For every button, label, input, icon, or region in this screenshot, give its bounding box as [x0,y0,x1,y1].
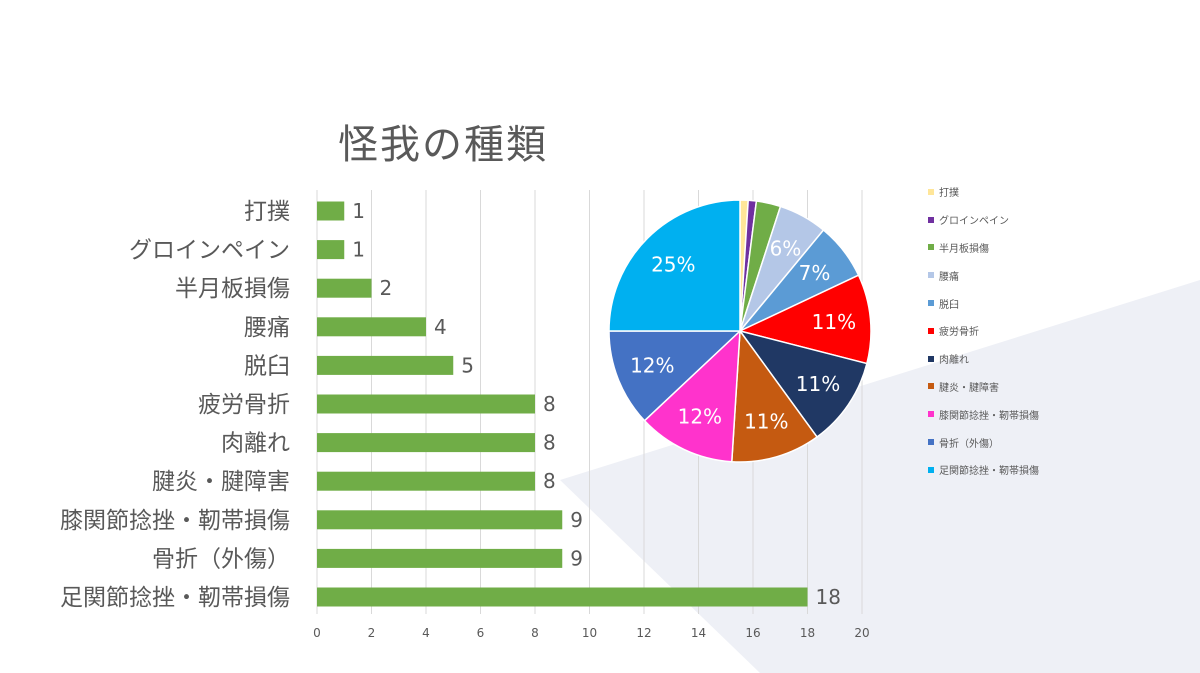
bar [317,355,454,375]
legend-item: 腱炎・腱障害 [928,373,1039,401]
pie-slice [608,330,742,422]
x-tick-label: 16 [745,626,760,640]
legend-label: 膝関節捻挫・靭帯損傷 [939,410,1039,422]
category-label: 骨折（外傷） [152,546,290,572]
category-label: 疲労骨折 [198,392,290,418]
x-tick-label: 6 [477,626,485,640]
background-triangle [560,280,1200,673]
legend-label: 打撲 [939,188,959,200]
category-label: 腱炎・腱障害 [152,469,290,495]
bar [317,317,426,337]
bar-value-label: 8 [543,469,556,493]
pie-percent-label: 12% [678,404,722,428]
legend-item: 足関節捻挫・靭帯損傷 [928,456,1039,484]
x-tick-label: 8 [531,626,539,640]
legend-label: 腰痛 [939,271,959,283]
legend-label: 骨折（外傷） [939,438,999,450]
category-label: 足関節捻挫・靭帯損傷 [60,585,290,611]
legend-item: 肉離れ [928,345,1039,373]
legend-swatch [928,439,934,446]
bar-value-label: 9 [570,508,583,532]
bar [317,548,563,568]
pie-slice [737,274,872,365]
bar [317,510,563,530]
pie-percent-label: 11% [744,410,788,434]
legend-swatch [928,355,934,362]
category-label: 打撲 [244,199,290,225]
bar-value-label: 1 [352,238,365,262]
bar-value-label: 4 [434,315,447,339]
legend-label: 半月板損傷 [939,243,989,255]
x-tick-label: 0 [313,626,321,640]
pie-slice [643,329,741,463]
pie-percent-label: 7% [799,261,831,285]
bar-value-label: 5 [461,353,474,377]
legend-swatch [928,216,934,223]
pie-slice [738,329,868,439]
pie-slice [608,199,741,332]
pie-percent-label: 12% [630,354,674,378]
legend-item: 半月板損傷 [928,234,1039,262]
pie-legend: 打撲グロインペイン 半月板損傷腰痛脱臼疲労骨折肉離れ腱炎・腱障害膝関節捻挫・靭帯損… [928,178,1039,484]
legend-item: グロインペイン [928,206,1039,234]
legend-swatch [928,383,934,390]
bar [317,240,345,260]
bar-value-label: 2 [380,276,393,300]
category-label: 腰痛 [244,315,290,341]
legend-swatch [928,244,934,251]
legend-label: 肉離れ [939,355,969,367]
legend-item: 脱臼 [928,289,1039,317]
bar [317,433,535,453]
pie-percent-label: 6% [770,236,802,260]
pie-percent-label: 25% [651,252,695,276]
legend-swatch [928,327,934,334]
legend-label: 脱臼 [939,299,959,311]
legend-label: 疲労骨折 [939,327,979,339]
legend-item: 腰痛 [928,261,1039,289]
category-label: グロインペイン [129,238,290,264]
x-tick-label: 12 [636,626,651,640]
pie-percent-label: 11% [812,310,856,334]
legend-label: グロインペイン [939,216,1009,228]
x-tick-label: 20 [854,626,869,640]
bar-value-label: 1 [352,199,365,223]
legend-item: 膝関節捻挫・靭帯損傷 [928,400,1039,428]
x-tick-label: 2 [368,626,376,640]
bar [317,471,535,491]
legend-swatch [928,411,934,418]
legend-item: 打撲 [928,178,1039,206]
bar [317,201,345,221]
legend-swatch [928,466,934,473]
category-label: 肉離れ [221,431,290,457]
pie-slice [730,328,819,463]
bar [317,278,372,298]
bar [317,587,808,607]
legend-item: 骨折（外傷） [928,428,1039,456]
bar-value-label: 18 [816,585,841,609]
x-tick-label: 14 [691,626,706,640]
category-label: 半月板損傷 [175,276,290,302]
x-tick-label: 4 [422,626,430,640]
bar-value-label: 8 [543,431,556,455]
category-label: 膝関節捻挫・靭帯損傷 [60,508,290,534]
x-tick-label: 10 [582,626,597,640]
legend-label: 腱炎・腱障害 [939,382,999,394]
legend-item: 疲労骨折 [928,317,1039,345]
pie-percent-label: 11% [796,372,840,396]
legend-swatch [928,300,934,307]
bar [317,394,535,414]
bar-value-label: 8 [543,392,556,416]
category-label: 脱臼 [244,353,290,379]
bar-value-label: 9 [570,546,583,570]
chart-title: 怪我の種類 [338,122,548,168]
legend-swatch [928,188,934,195]
x-tick-label: 18 [800,626,815,640]
legend-label: 足関節捻挫・靭帯損傷 [939,466,1039,478]
legend-swatch [928,272,934,279]
